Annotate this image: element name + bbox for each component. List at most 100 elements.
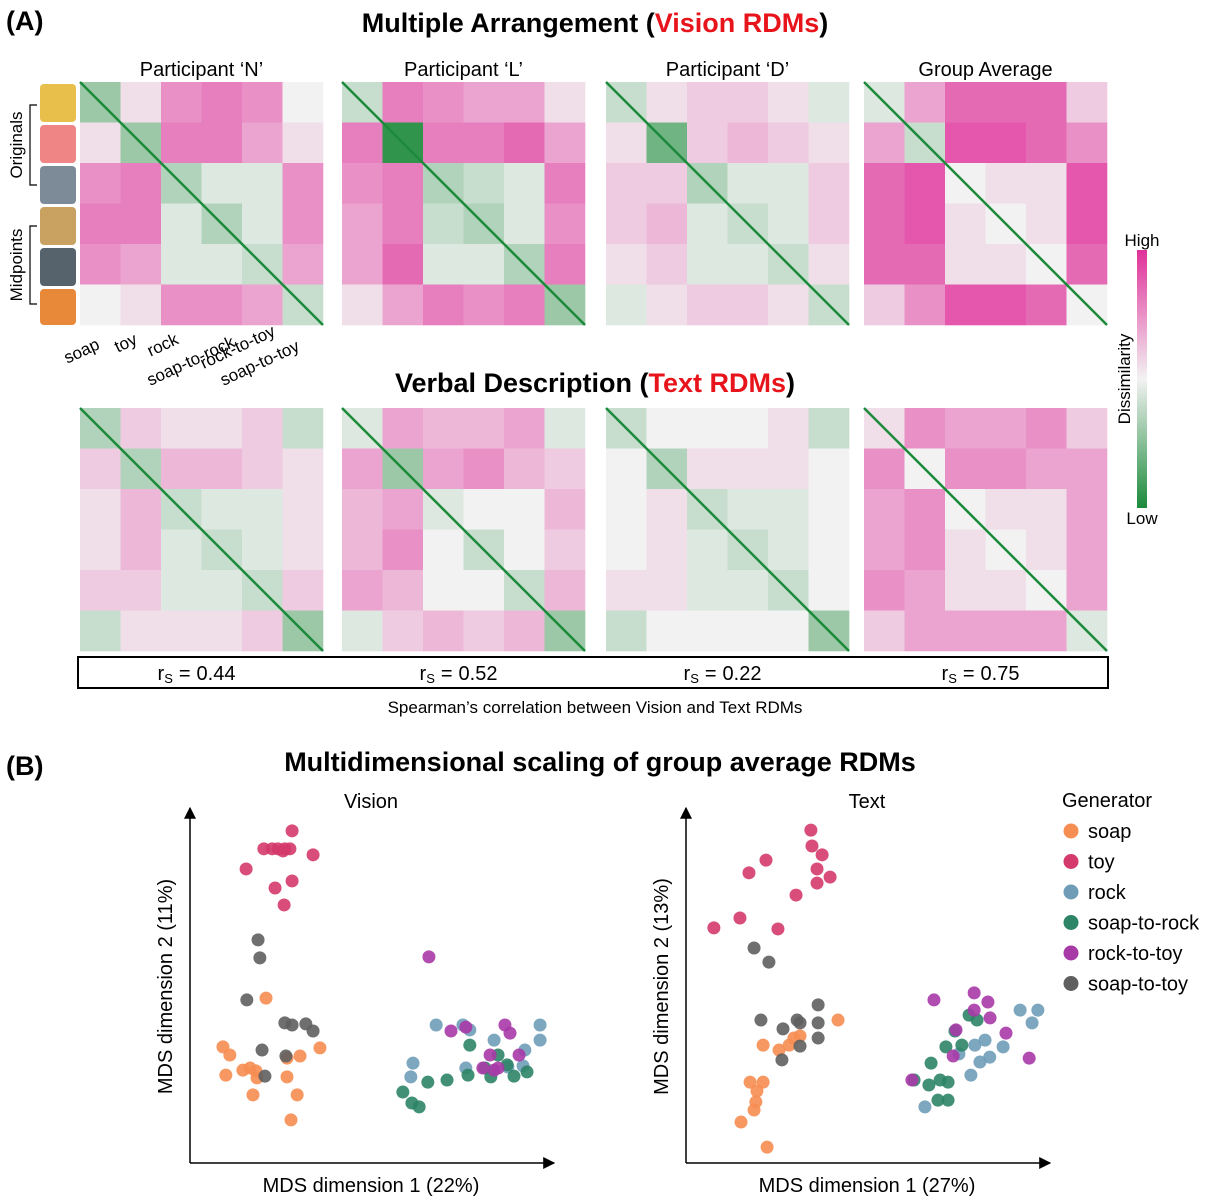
legend-marker — [1064, 946, 1079, 961]
rdm-cell — [504, 82, 545, 123]
column-title: Group Average — [918, 59, 1052, 81]
rdm-cell — [423, 244, 464, 285]
scatter-point — [219, 1069, 232, 1082]
rdm-cell — [809, 449, 850, 490]
rdm-cell — [687, 570, 728, 611]
rdm-cell — [504, 530, 545, 571]
rdm-cell — [342, 204, 383, 245]
rdm-cell — [1026, 82, 1067, 123]
rdm-cell — [242, 123, 283, 164]
scatter-point — [816, 848, 829, 861]
correlation-part: S — [164, 671, 173, 686]
scatter-point — [804, 824, 817, 837]
scatter-point — [922, 1078, 935, 1091]
scatter-point — [947, 1050, 960, 1063]
scatter-point — [742, 866, 755, 879]
rdm-cell — [161, 204, 202, 245]
scatter-point — [979, 1034, 992, 1047]
rdm-cell — [768, 530, 809, 571]
rdm-cell — [905, 530, 946, 571]
rdm-cell — [504, 611, 545, 652]
rdm-cell — [945, 123, 986, 164]
legend-label: toy — [1088, 852, 1115, 874]
scatter-point — [463, 1039, 476, 1052]
scatter-point — [445, 1024, 458, 1037]
scatter-point — [488, 1034, 501, 1047]
rdm-cell — [606, 449, 647, 490]
rdm-cell — [864, 244, 905, 285]
rdm-cell — [242, 530, 283, 571]
rdm-cell — [383, 285, 424, 326]
rdm-cell — [545, 570, 586, 611]
rdm-cell — [283, 570, 324, 611]
rdm-cell — [423, 82, 464, 123]
scatter-point — [927, 993, 940, 1006]
rdm-cell — [283, 489, 324, 530]
scatter-point — [777, 1022, 790, 1035]
scatter-point — [1031, 1004, 1044, 1017]
rdm-cell — [423, 123, 464, 164]
category-label: toy — [111, 329, 140, 356]
scatter-point — [534, 1018, 547, 1031]
rdm-cell — [768, 611, 809, 652]
rdm-cell — [283, 123, 324, 164]
rdm-cell — [121, 408, 162, 449]
rdm-cell — [1026, 408, 1067, 449]
rdm-cell — [647, 204, 688, 245]
correlation-part: = — [179, 663, 191, 685]
rdm-cell — [768, 489, 809, 530]
rdm-cell — [647, 244, 688, 285]
scatter-point — [754, 1014, 767, 1027]
rdm-cell — [905, 570, 946, 611]
x-axis-label: MDS dimension 1 (22%) — [263, 1175, 480, 1197]
scatter-point — [286, 824, 299, 837]
legend-label: soap-to-toy — [1088, 974, 1188, 996]
scatter-point — [286, 874, 299, 887]
rdm-cell — [986, 163, 1027, 204]
rdm-cell — [383, 163, 424, 204]
rdm-cell — [342, 611, 383, 652]
scatter-point — [794, 1016, 807, 1029]
scatter-point — [413, 1100, 426, 1113]
rdm-cell — [905, 244, 946, 285]
rdm-cell — [464, 163, 505, 204]
rdm-cell — [283, 204, 324, 245]
rdm-cell — [768, 285, 809, 326]
scatter-point — [955, 1039, 968, 1052]
column-title: Participant ‘L’ — [404, 59, 523, 81]
scatter-point — [733, 912, 746, 925]
rdm-cell — [545, 82, 586, 123]
rdm-cell — [647, 570, 688, 611]
scatter-point — [775, 1053, 788, 1066]
rdm-cell — [728, 408, 769, 449]
rdm-cell — [464, 408, 505, 449]
rdm-cell — [606, 163, 647, 204]
rdm-cell — [986, 123, 1027, 164]
rdm-cell — [80, 204, 121, 245]
colorbar-high: High — [1125, 231, 1160, 250]
rdm-cell — [80, 489, 121, 530]
rdm-cell — [687, 244, 728, 285]
rdm-cell — [121, 244, 162, 285]
correlation-label: rS=0.75 — [942, 663, 1020, 686]
rdm-cell — [504, 285, 545, 326]
rdm-cell — [423, 408, 464, 449]
rdm-cell — [283, 408, 324, 449]
scatter-point — [484, 1048, 497, 1061]
rdm-cell — [986, 82, 1027, 123]
rdm-cell — [423, 449, 464, 490]
scatter-point — [805, 840, 818, 853]
scatter-point — [269, 882, 282, 895]
x-axis-label: MDS dimension 1 (27%) — [759, 1175, 976, 1197]
rdm-cell — [383, 530, 424, 571]
rdm-cell — [606, 611, 647, 652]
scatter-point — [812, 1032, 825, 1045]
rdm-cell — [606, 570, 647, 611]
rdm-cell — [242, 408, 283, 449]
rdm-cell — [242, 204, 283, 245]
rdm-cell — [80, 244, 121, 285]
rdm-cell — [809, 163, 850, 204]
rdm-cell — [1026, 204, 1067, 245]
rdm-cell — [809, 123, 850, 164]
scatter-point — [504, 1027, 517, 1040]
